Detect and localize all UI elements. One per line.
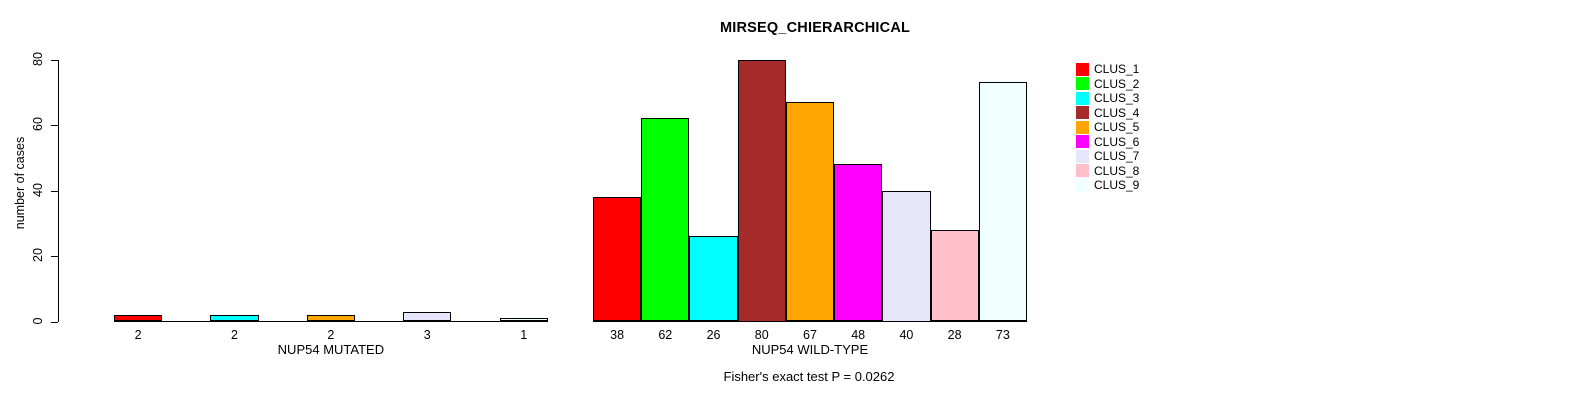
bar-clus_2	[641, 118, 690, 322]
legend-item: CLUS_8	[1076, 164, 1139, 178]
y-axis-line	[58, 59, 59, 322]
y-tick-label: 20	[31, 248, 45, 262]
y-tick	[51, 190, 58, 192]
legend-swatch	[1076, 106, 1089, 120]
bar-clus_3	[689, 236, 738, 322]
chart-title: MIRSEQ_CHIERARCHICAL	[719, 20, 911, 36]
legend-swatch	[1076, 149, 1089, 163]
legend-label: CLUS_9	[1094, 178, 1140, 193]
fisher-test-annotation: Fisher's exact test P = 0.0262	[723, 369, 895, 384]
legend-item: CLUS_7	[1076, 149, 1139, 163]
bar-clus_8	[930, 229, 979, 322]
legend-swatch	[1076, 77, 1089, 91]
legend-swatch	[1076, 135, 1089, 149]
legend-item: CLUS_5	[1076, 120, 1139, 134]
legend-item: CLUS_1	[1076, 62, 1139, 76]
bar-value-label: 28	[947, 328, 962, 342]
bar-value-label: 67	[803, 328, 817, 342]
x-axis-group-label: NUP54 WILD-TYPE	[751, 342, 869, 357]
bar-value-label: 80	[754, 328, 769, 342]
bar-value-label: 40	[899, 328, 914, 342]
y-tick	[51, 256, 58, 257]
legend-swatch	[1076, 62, 1089, 76]
legend-item: CLUS_6	[1076, 135, 1139, 149]
legend-swatch	[1076, 120, 1089, 134]
y-tick-label: 0	[31, 317, 45, 324]
bar-clus_1	[114, 314, 163, 322]
bar-clus_7	[882, 190, 931, 322]
bar-clus_5	[785, 102, 835, 322]
y-tick-label: 60	[31, 117, 45, 131]
legend-label: CLUS_2	[1094, 76, 1140, 91]
legend-item: CLUS_4	[1076, 106, 1139, 120]
legend-item: CLUS_2	[1076, 77, 1139, 91]
bar-value-label: 73	[995, 328, 1010, 342]
legend-swatch	[1076, 178, 1089, 192]
bar-value-label: 48	[851, 328, 866, 342]
y-tick	[51, 321, 58, 323]
bar-clus_4	[737, 59, 786, 322]
y-tick	[51, 125, 58, 126]
bar-clus_7	[403, 311, 452, 322]
legend-label: CLUS_8	[1094, 163, 1140, 178]
bar-value-label: 62	[658, 328, 673, 342]
y-tick-label: 80	[31, 51, 45, 66]
bar-value-label: 26	[706, 328, 721, 342]
x-axis-group-label: NUP54 MUTATED	[277, 342, 385, 357]
bar-clus_9	[499, 318, 548, 322]
bar-value-label: 2	[327, 328, 335, 342]
legend-label: CLUS_5	[1094, 120, 1140, 135]
bar-clus_3	[210, 314, 259, 322]
y-tick	[51, 59, 58, 61]
y-tick-label: 40	[31, 182, 45, 197]
bar-clus_6	[834, 164, 883, 322]
bar-clus_9	[978, 82, 1027, 322]
bar-value-label: 3	[423, 328, 431, 342]
legend-item: CLUS_9	[1076, 178, 1139, 192]
bar-value-label: 38	[610, 328, 625, 342]
bar-value-label: 2	[231, 328, 238, 342]
legend-label: CLUS_4	[1094, 105, 1140, 120]
legend-swatch	[1076, 91, 1089, 105]
legend-label: CLUS_1	[1094, 62, 1140, 76]
legend-label: CLUS_7	[1094, 149, 1140, 164]
legend-label: CLUS_3	[1094, 91, 1140, 106]
legend-swatch	[1076, 164, 1089, 178]
bar-value-label: 1	[520, 328, 528, 342]
y-axis-label: number of cases	[13, 136, 27, 230]
bar-clus_5	[306, 314, 355, 322]
bar-value-label: 2	[134, 328, 142, 342]
bar-clus_1	[593, 197, 642, 322]
legend-label: CLUS_6	[1094, 134, 1140, 149]
legend-item: CLUS_3	[1076, 91, 1139, 105]
